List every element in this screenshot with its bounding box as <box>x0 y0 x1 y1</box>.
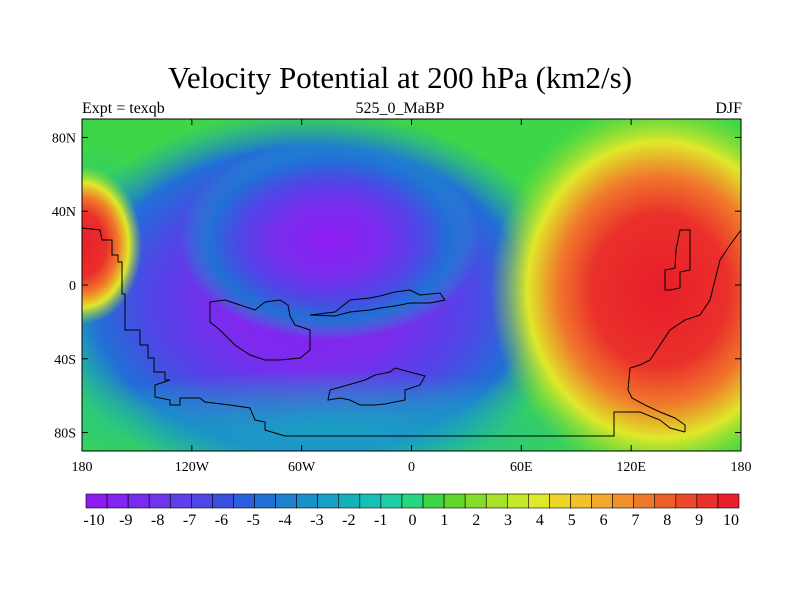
colorbar-label: -10 <box>83 512 104 529</box>
period-label: 525_0_MaBP <box>355 100 445 117</box>
colorbar-swatch <box>485 493 508 509</box>
colorbar-swatch <box>591 493 613 509</box>
contour-field <box>82 119 741 451</box>
colorbar-label: -8 <box>151 512 164 529</box>
colorbar-label: 5 <box>568 512 576 529</box>
lon-tick-label: 60W <box>288 460 316 475</box>
colorbar-swatch <box>528 493 550 509</box>
colorbar-label: 7 <box>631 512 639 529</box>
lon-tick-label: 60E <box>510 460 533 475</box>
colorbar-label: -5 <box>247 512 260 529</box>
colorbar-swatch <box>612 493 634 509</box>
colorbar-label: -2 <box>342 512 355 529</box>
colorbar-swatch <box>148 493 171 509</box>
coastline <box>81 227 742 437</box>
lat-tick-label: 40N <box>52 205 76 220</box>
longitude-axis: 180 120W 60W 0 60E 120E 180 <box>72 119 752 475</box>
colorbar-swatch <box>169 493 192 509</box>
colorbar-swatch <box>212 493 234 509</box>
colorbar-swatch <box>380 493 403 509</box>
colorbar-swatch <box>338 493 361 509</box>
colorbar-swatch <box>570 493 592 509</box>
colorbar-swatch <box>317 493 340 509</box>
colorbar-label: 9 <box>695 512 703 529</box>
colorbar-swatch <box>233 493 255 509</box>
colorbar-swatch <box>633 493 656 509</box>
lat-tick-label: 80S <box>54 427 76 442</box>
map-title: Velocity Potential at 200 hPa (km2/s) <box>167 60 633 95</box>
colorbar-swatch <box>127 493 150 509</box>
colorbar-swatch <box>675 493 698 509</box>
colorbar-label: 3 <box>504 512 512 529</box>
colorbar-label: 4 <box>536 512 544 529</box>
high-center <box>490 119 741 451</box>
lon-tick-label: 120E <box>616 460 646 475</box>
colorbar-swatch <box>506 493 529 509</box>
colorbar-swatch <box>85 493 108 509</box>
colorbar-swatch <box>696 493 719 509</box>
colorbar-swatch <box>296 493 319 509</box>
colorbar-swatch <box>359 493 382 509</box>
colorbar-label: -6 <box>215 512 228 529</box>
lon-tick-label: 180 <box>72 460 93 475</box>
colorbar-label: -9 <box>119 512 132 529</box>
lat-tick-label: 40S <box>54 353 76 368</box>
colorbar-label: 6 <box>600 512 608 529</box>
season-label: DJF <box>715 100 742 117</box>
colorbar-label: 8 <box>663 512 671 529</box>
lat-tick-label: 0 <box>69 279 76 294</box>
latitude-axis: 80N 40N 0 40S 80S <box>52 131 741 442</box>
lon-tick-label: 180 <box>731 460 752 475</box>
colorbar-label: 1 <box>440 512 448 529</box>
colorbar-swatch <box>443 493 466 509</box>
lat-tick-label: 80N <box>52 131 76 146</box>
colorbar-label: 0 <box>409 512 417 529</box>
colorbar-swatch <box>464 493 487 509</box>
colorbar-swatch <box>191 493 213 509</box>
colorbar-label: -1 <box>374 512 387 529</box>
colorbar-swatch <box>422 493 445 509</box>
colorbar-swatch <box>654 493 677 509</box>
colorbar-swatch <box>106 493 129 509</box>
colorbar-label: 2 <box>472 512 480 529</box>
colorbar-label: -3 <box>310 512 323 529</box>
low-southern-band <box>82 370 630 451</box>
experiment-label: Expt = texqb <box>82 100 165 117</box>
colorbar-swatch <box>401 493 424 509</box>
colorbar-label: -4 <box>278 512 291 529</box>
low-center-north <box>180 140 480 340</box>
colorbar-swatch <box>275 493 297 509</box>
lon-tick-label: 0 <box>408 460 415 475</box>
colorbar-swatch <box>717 493 740 509</box>
colorbar-swatch <box>254 493 276 509</box>
colorbar-swatch <box>549 493 571 509</box>
colorbar-label: -7 <box>183 512 196 529</box>
lon-tick-label: 120W <box>175 460 210 475</box>
colorbar-label: 10 <box>723 512 739 529</box>
